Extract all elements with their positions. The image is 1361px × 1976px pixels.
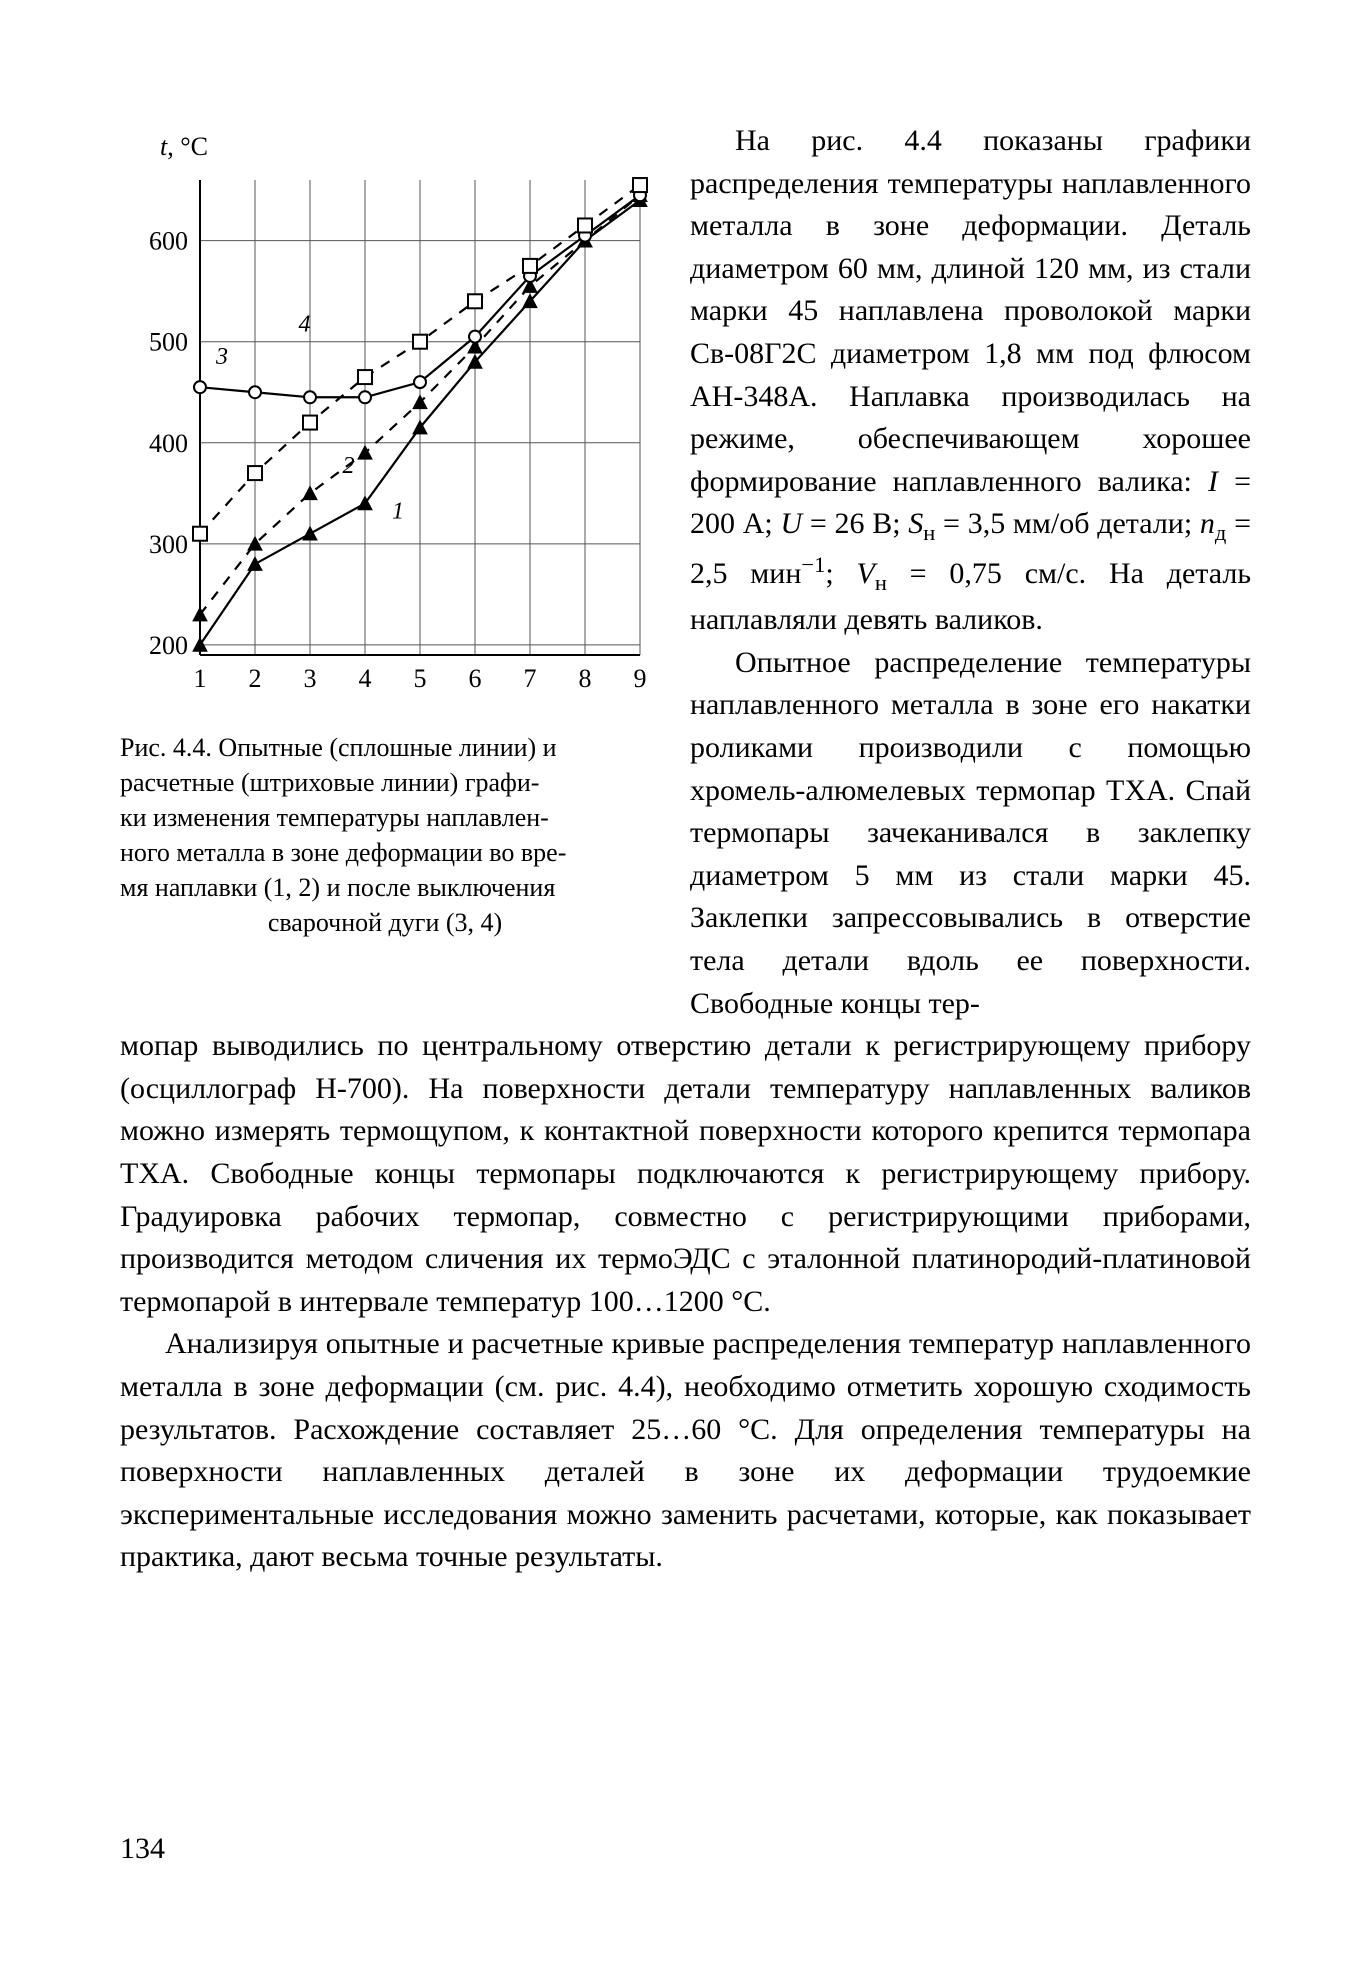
svg-text:7: 7: [524, 664, 537, 693]
text: На рис. 4.4 показаны графики распределен…: [690, 124, 1251, 498]
text: Анализируя опытные и расчетные кривые ра…: [120, 1327, 1251, 1573]
caption-line: ки изменения температуры наплавлен-: [120, 800, 650, 835]
svg-text:1: 1: [194, 664, 207, 693]
text: ;: [825, 557, 856, 590]
svg-text:200: 200: [149, 631, 188, 660]
paragraph-1: На рис. 4.4 показаны графики распределен…: [690, 120, 1251, 642]
caption-line: Рис. 4.4. Опытные (сплошные линии) и: [120, 730, 650, 765]
svg-text:500: 500: [149, 328, 188, 357]
svg-text:5: 5: [414, 664, 427, 693]
text: Опытное распределение температуры наплав…: [690, 646, 1251, 1020]
caption-line: расчетные (штриховые линии) графи-: [120, 765, 650, 800]
sym-n: n: [1200, 507, 1215, 540]
caption-line: ного металла в зоне деформации во вре-: [120, 835, 650, 870]
svg-text:400: 400: [149, 429, 188, 458]
text: = 3,5 мм/об детали;: [935, 507, 1200, 540]
paragraph-2b: мопар выводились по центральному отверст…: [120, 1025, 1251, 1323]
figure-caption: Рис. 4.4. Опытные (сплошные линии) и рас…: [120, 730, 660, 941]
sym-I: I: [1208, 465, 1218, 498]
svg-text:3: 3: [304, 664, 317, 693]
svg-text:2: 2: [343, 453, 355, 479]
sym-S: S: [908, 507, 923, 540]
two-column-top: 1 2 3 4 5 6 7 8 9 200 300 400 500 600 t, °C 1 2 3 4 Рис. 4…: [120, 120, 1251, 1025]
sym-S-sub: н: [923, 520, 935, 545]
paragraph-2a: Опытное распределение температуры наплав…: [690, 642, 1251, 1025]
svg-text:600: 600: [149, 227, 188, 256]
full-width-text: мопар выводились по центральному отверст…: [120, 1025, 1251, 1579]
paragraph-3: Анализируя опытные и расчетные кривые ра…: [120, 1323, 1251, 1579]
svg-text:4: 4: [359, 664, 372, 693]
svg-text:4: 4: [299, 312, 311, 338]
svg-text:t, °C: t, °C: [160, 132, 208, 161]
svg-text:2: 2: [249, 664, 262, 693]
right-text-column: На рис. 4.4 показаны графики распределен…: [690, 120, 1251, 1025]
temperature-chart: 1 2 3 4 5 6 7 8 9 200 300 400 500 600 t, °C 1 2 3 4: [120, 120, 660, 700]
caption-line: мя наплавки (1, 2) и после выключения: [120, 870, 650, 905]
sym-V: V: [857, 557, 875, 590]
chart-column: 1 2 3 4 5 6 7 8 9 200 300 400 500 600 t, °C 1 2 3 4 Рис. 4…: [120, 120, 660, 1025]
sym-n-sub: д: [1215, 520, 1226, 545]
caption-line: сварочной дуги (3, 4): [120, 905, 650, 940]
svg-text:8: 8: [579, 664, 592, 693]
svg-text:1: 1: [392, 499, 404, 525]
svg-text:3: 3: [215, 344, 228, 370]
sym-V-sub: н: [875, 570, 887, 595]
text: = 26 В;: [802, 507, 908, 540]
page-number: 134: [120, 1832, 165, 1866]
svg-text:9: 9: [634, 664, 647, 693]
svg-text:6: 6: [469, 664, 482, 693]
svg-text:300: 300: [149, 530, 188, 559]
sym-exp: −1: [801, 552, 825, 577]
sym-U: U: [780, 507, 802, 540]
text: мопар выводились по центральному отверст…: [120, 1029, 1251, 1318]
page: 1 2 3 4 5 6 7 8 9 200 300 400 500 600 t, °C 1 2 3 4 Рис. 4…: [0, 0, 1361, 1976]
